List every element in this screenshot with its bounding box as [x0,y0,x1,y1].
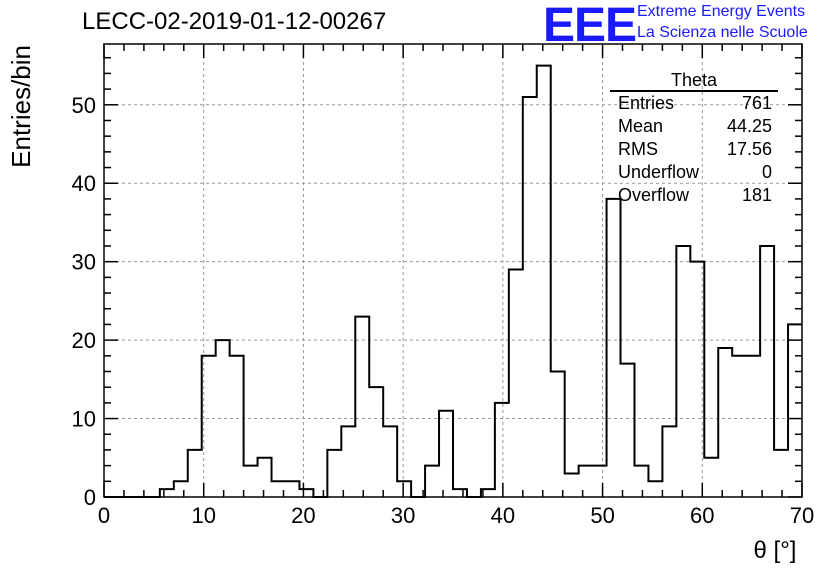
x-tick-label: 0 [98,503,110,528]
stats-value: 761 [741,93,772,113]
y-tick-label: 30 [72,250,96,275]
stats-box: Theta Entries 761 Mean 44.25 RMS 17.56 U… [610,70,778,207]
x-tick-label: 10 [191,503,215,528]
stats-value: 181 [741,185,772,205]
x-axis-label: θ [°] [754,537,797,564]
y-axis-label: Entries/bin [6,45,36,168]
logo-line-2: La Scienza nelle Scuole [637,24,808,41]
stats-label: Entries [618,93,675,113]
x-tick-label: 40 [491,503,515,528]
tick-labels: 0 10 20 30 40 50 60 70 0 10 20 30 40 50 [72,93,815,528]
stats-label: Overflow [618,185,690,205]
axis-ticks [103,44,803,498]
stats-row-underflow: Underflow 0 [610,161,778,184]
x-tick-label: 70 [790,503,814,528]
x-tick-label: 50 [590,503,614,528]
x-tick-label: 60 [690,503,714,528]
stats-label: Underflow [618,162,700,182]
stats-value: 44.25 [726,116,772,136]
stats-row-mean: Mean 44.25 [610,115,778,138]
stats-title: Theta [610,70,778,92]
y-tick-label: 40 [72,171,96,196]
x-tick-label: 20 [291,503,315,528]
y-tick-label: 20 [72,328,96,353]
y-tick-label: 10 [72,407,96,432]
y-tick-label: 0 [84,485,96,510]
x-tick-label: 30 [391,503,415,528]
chart-title: LECC-02-2019-01-12-00267 [82,8,387,35]
stats-label: RMS [618,139,658,159]
stats-row-entries: Entries 761 [610,92,778,115]
eee-logo: EEE [543,0,637,52]
histogram-series [104,64,802,498]
stats-row-rms: RMS 17.56 [610,138,778,161]
plot-frame [103,43,803,498]
logo-line-1: Extreme Energy Events [637,3,806,20]
stats-value: 0 [761,162,772,182]
stats-label: Mean [618,116,664,136]
y-tick-label: 50 [72,93,96,118]
stats-value: 17.56 [726,139,772,159]
stats-row-overflow: Overflow 181 [610,184,778,207]
